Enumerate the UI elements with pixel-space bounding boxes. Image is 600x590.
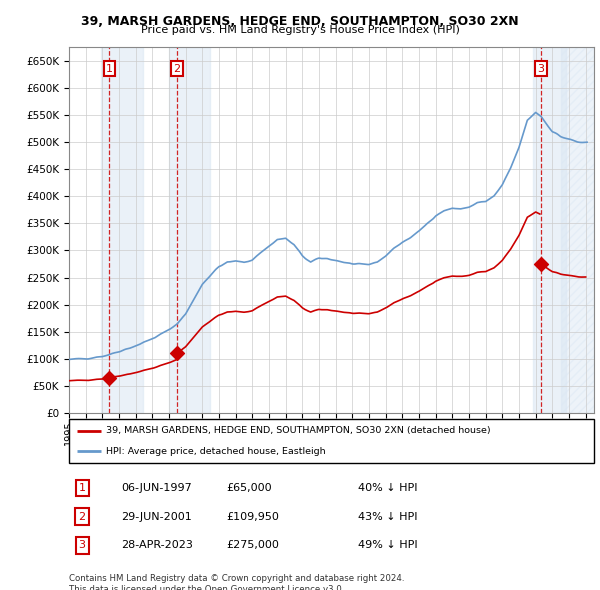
Text: 49% ↓ HPI: 49% ↓ HPI — [358, 540, 418, 550]
Text: Contains HM Land Registry data © Crown copyright and database right 2024.
This d: Contains HM Land Registry data © Crown c… — [69, 575, 404, 590]
Text: £275,000: £275,000 — [227, 540, 280, 550]
Text: 43% ↓ HPI: 43% ↓ HPI — [358, 512, 417, 522]
Bar — [169, 47, 211, 413]
Bar — [560, 47, 594, 413]
Text: Price paid vs. HM Land Registry's House Price Index (HPI): Price paid vs. HM Land Registry's House … — [140, 25, 460, 35]
Text: 2: 2 — [79, 512, 86, 522]
Point — [172, 349, 182, 358]
Text: 29-JUN-2001: 29-JUN-2001 — [121, 512, 192, 522]
Text: 06-JUN-1997: 06-JUN-1997 — [121, 483, 192, 493]
Text: 1: 1 — [106, 64, 113, 74]
Point — [536, 259, 546, 268]
Text: 39, MARSH GARDENS, HEDGE END, SOUTHAMPTON, SO30 2XN (detached house): 39, MARSH GARDENS, HEDGE END, SOUTHAMPTO… — [106, 427, 490, 435]
Text: £65,000: £65,000 — [227, 483, 272, 493]
Text: HPI: Average price, detached house, Eastleigh: HPI: Average price, detached house, East… — [106, 447, 325, 455]
Text: 40% ↓ HPI: 40% ↓ HPI — [358, 483, 417, 493]
Text: 28-APR-2023: 28-APR-2023 — [121, 540, 193, 550]
Bar — [533, 47, 566, 413]
Bar — [101, 47, 143, 413]
Text: 39, MARSH GARDENS, HEDGE END, SOUTHAMPTON, SO30 2XN: 39, MARSH GARDENS, HEDGE END, SOUTHAMPTO… — [81, 15, 519, 28]
Text: 3: 3 — [79, 540, 86, 550]
Point — [104, 373, 114, 382]
Text: £109,950: £109,950 — [227, 512, 280, 522]
Text: 3: 3 — [538, 64, 544, 74]
Text: 1: 1 — [79, 483, 86, 493]
Text: 2: 2 — [173, 64, 181, 74]
